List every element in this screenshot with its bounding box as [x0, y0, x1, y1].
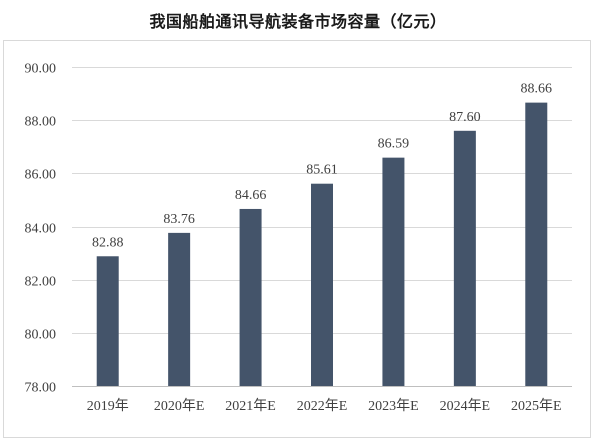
x-tick-label: 2020年E	[154, 398, 205, 414]
y-tick-label: 86.00	[25, 168, 57, 183]
x-tick-label: 2024年E	[440, 398, 491, 414]
y-tick-label: 78.00	[25, 381, 57, 396]
bar	[311, 183, 333, 386]
bar	[382, 157, 405, 386]
data-label: 88.66	[521, 82, 553, 97]
bar	[168, 232, 191, 386]
bar	[525, 102, 548, 386]
data-label: 84.66	[235, 188, 267, 203]
data-label: 87.60	[449, 110, 481, 125]
x-tick-label: 2021年E	[225, 398, 276, 414]
x-tick-label: 2025年E	[511, 398, 562, 414]
chart-title: 我国船舶通讯导航装备市场容量（亿元）	[149, 12, 447, 31]
data-label: 85.61	[306, 163, 338, 178]
y-tick-label: 88.00	[25, 115, 57, 130]
data-label: 83.76	[163, 212, 195, 227]
data-label: 82.88	[92, 235, 124, 250]
y-tick-label: 80.00	[25, 328, 57, 343]
x-tick-label: 2022年E	[297, 398, 348, 414]
bar	[96, 256, 119, 386]
x-tick-label: 2023年E	[368, 398, 419, 414]
chart-border	[3, 40, 591, 438]
y-tick-label: 82.00	[25, 275, 57, 290]
data-label: 86.59	[378, 137, 410, 152]
bar	[453, 130, 476, 386]
y-tick-label: 90.00	[25, 62, 57, 77]
bar	[239, 208, 262, 386]
y-tick-label: 84.00	[25, 222, 57, 237]
x-tick-label: 2019年	[87, 398, 129, 414]
